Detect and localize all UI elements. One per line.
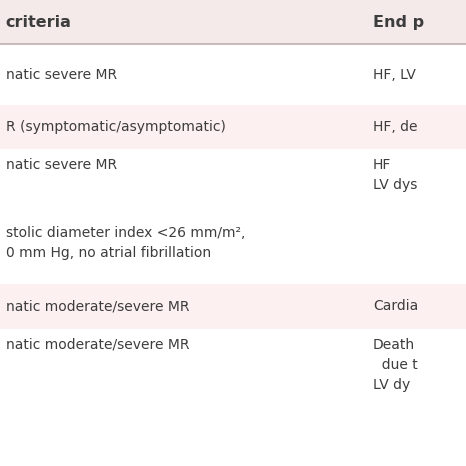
Text: natic severe MR: natic severe MR (6, 68, 116, 82)
Text: HF, de: HF, de (373, 120, 417, 134)
FancyBboxPatch shape (0, 149, 466, 217)
Text: R (symptomatic/asymptomatic): R (symptomatic/asymptomatic) (6, 120, 226, 134)
Text: End p: End p (373, 14, 424, 30)
Text: criteria: criteria (6, 14, 71, 30)
Text: HF, LV: HF, LV (373, 68, 416, 82)
Text: HF
LV dys: HF LV dys (373, 158, 417, 192)
FancyBboxPatch shape (0, 105, 466, 149)
Text: Cardia: Cardia (373, 299, 418, 314)
FancyBboxPatch shape (0, 217, 466, 284)
FancyBboxPatch shape (0, 329, 466, 410)
FancyBboxPatch shape (0, 44, 466, 105)
Text: natic moderate/severe MR: natic moderate/severe MR (6, 299, 189, 314)
FancyBboxPatch shape (0, 0, 466, 44)
Text: natic severe MR: natic severe MR (6, 158, 116, 172)
FancyBboxPatch shape (0, 284, 466, 329)
Text: natic moderate/severe MR: natic moderate/severe MR (6, 338, 189, 352)
Text: stolic diameter index <26 mm/m²,
0 mm Hg, no atrial fibrillation: stolic diameter index <26 mm/m², 0 mm Hg… (6, 226, 245, 260)
Text: Death
  due t
LV dy: Death due t LV dy (373, 338, 418, 392)
FancyBboxPatch shape (0, 410, 466, 466)
